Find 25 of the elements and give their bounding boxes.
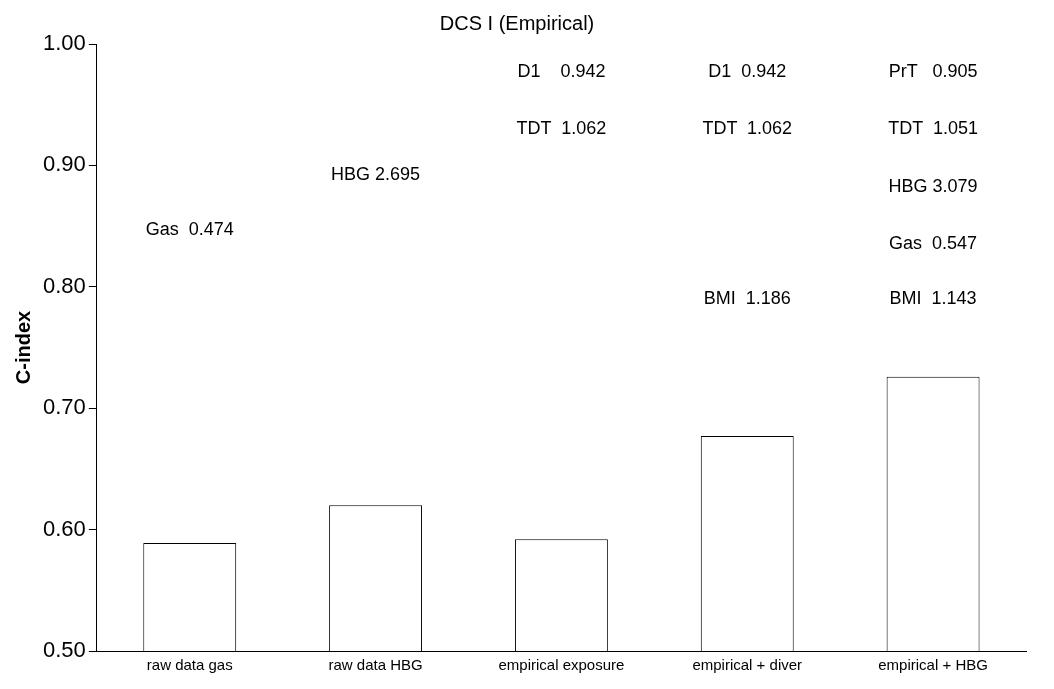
annotation: BMI 1.186 [703, 287, 791, 308]
y-tick-label: 0.90 [42, 151, 86, 177]
x-tick-label: raw data HBG [328, 656, 423, 674]
y-tick-label: 1.00 [42, 30, 86, 56]
y-tick-label: 0.80 [42, 272, 86, 298]
annotation: PrT 0.905 [888, 60, 978, 81]
annotation: TDT 1.051 [888, 117, 978, 138]
y-axis-title: C-index [11, 310, 34, 385]
annotation: Gas 0.474 [145, 218, 234, 239]
x-tick-label: empirical + diver [692, 656, 803, 674]
chart-title: DCS I (Empirical) [439, 11, 595, 34]
annotation: TDT 1.062 [702, 117, 793, 138]
x-tick-label: empirical + HBG [878, 656, 988, 674]
y-tick-label: 0.60 [42, 515, 86, 541]
annotation: HBG 3.079 [888, 176, 978, 197]
annotation: D1 0.942 [708, 60, 787, 81]
y-tick-label: 0.70 [42, 394, 86, 420]
annotation: Gas 0.547 [889, 233, 978, 254]
x-tick-label: empirical exposure [498, 656, 625, 674]
annotation: TDT 1.062 [516, 117, 607, 138]
annotation: BMI 1.143 [889, 287, 977, 308]
annotation: HBG 2.695 [331, 164, 421, 185]
x-tick-label: raw data gas [146, 656, 233, 674]
y-tick-label: 0.50 [42, 637, 86, 663]
annotation: D1 0.942 [517, 60, 606, 81]
